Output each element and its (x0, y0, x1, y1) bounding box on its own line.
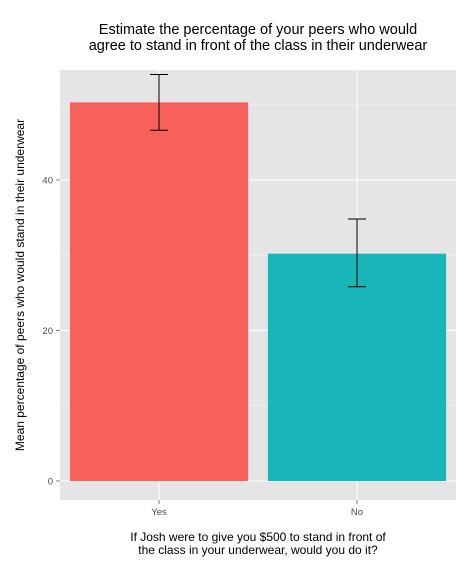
y-tick-label: 20 (42, 326, 53, 337)
x-tick-label: No (351, 507, 363, 518)
x-axis-label-line-1: If Josh were to give you $500 to stand i… (130, 530, 386, 544)
x-axis-label-line-2: the class in your underwear, would you d… (138, 543, 378, 557)
y-tick-label: 40 (42, 175, 53, 186)
y-tick-label: 0 (48, 477, 53, 488)
chart-title-line-1: Estimate the percentage of your peers wh… (98, 22, 418, 38)
bar-no (267, 253, 447, 481)
x-tick-label: Yes (151, 507, 167, 518)
x-axis-label: If Josh were to give you $500 to stand i… (60, 531, 456, 557)
chart-title: Estimate the percentage of your peers wh… (60, 22, 456, 54)
chart-title-line-2: agree to stand in front of the class in … (88, 38, 428, 54)
bar-yes (69, 102, 249, 481)
